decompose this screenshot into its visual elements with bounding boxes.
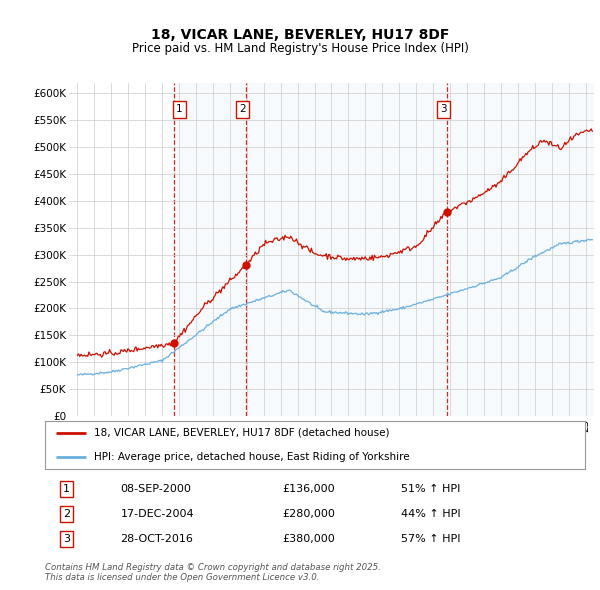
Text: 51% ↑ HPI: 51% ↑ HPI bbox=[401, 484, 461, 494]
Text: 44% ↑ HPI: 44% ↑ HPI bbox=[401, 509, 461, 519]
Text: £136,000: £136,000 bbox=[283, 484, 335, 494]
Text: 2: 2 bbox=[239, 104, 246, 114]
Text: 1: 1 bbox=[176, 104, 182, 114]
Text: 08-SEP-2000: 08-SEP-2000 bbox=[121, 484, 191, 494]
Text: 1: 1 bbox=[63, 484, 70, 494]
Text: £380,000: £380,000 bbox=[283, 535, 335, 545]
Text: 18, VICAR LANE, BEVERLEY, HU17 8DF (detached house): 18, VICAR LANE, BEVERLEY, HU17 8DF (deta… bbox=[94, 428, 389, 438]
Text: 17-DEC-2004: 17-DEC-2004 bbox=[121, 509, 194, 519]
Text: 2: 2 bbox=[63, 509, 70, 519]
Bar bbox=[174, 83, 594, 416]
Text: 3: 3 bbox=[440, 104, 446, 114]
Text: 28-OCT-2016: 28-OCT-2016 bbox=[121, 535, 193, 545]
Text: 18, VICAR LANE, BEVERLEY, HU17 8DF: 18, VICAR LANE, BEVERLEY, HU17 8DF bbox=[151, 28, 449, 42]
Text: Price paid vs. HM Land Registry's House Price Index (HPI): Price paid vs. HM Land Registry's House … bbox=[131, 42, 469, 55]
Text: Contains HM Land Registry data © Crown copyright and database right 2025.
This d: Contains HM Land Registry data © Crown c… bbox=[45, 563, 381, 582]
Text: £280,000: £280,000 bbox=[283, 509, 335, 519]
Text: 57% ↑ HPI: 57% ↑ HPI bbox=[401, 535, 461, 545]
Text: HPI: Average price, detached house, East Riding of Yorkshire: HPI: Average price, detached house, East… bbox=[94, 452, 409, 462]
Text: 3: 3 bbox=[63, 535, 70, 545]
